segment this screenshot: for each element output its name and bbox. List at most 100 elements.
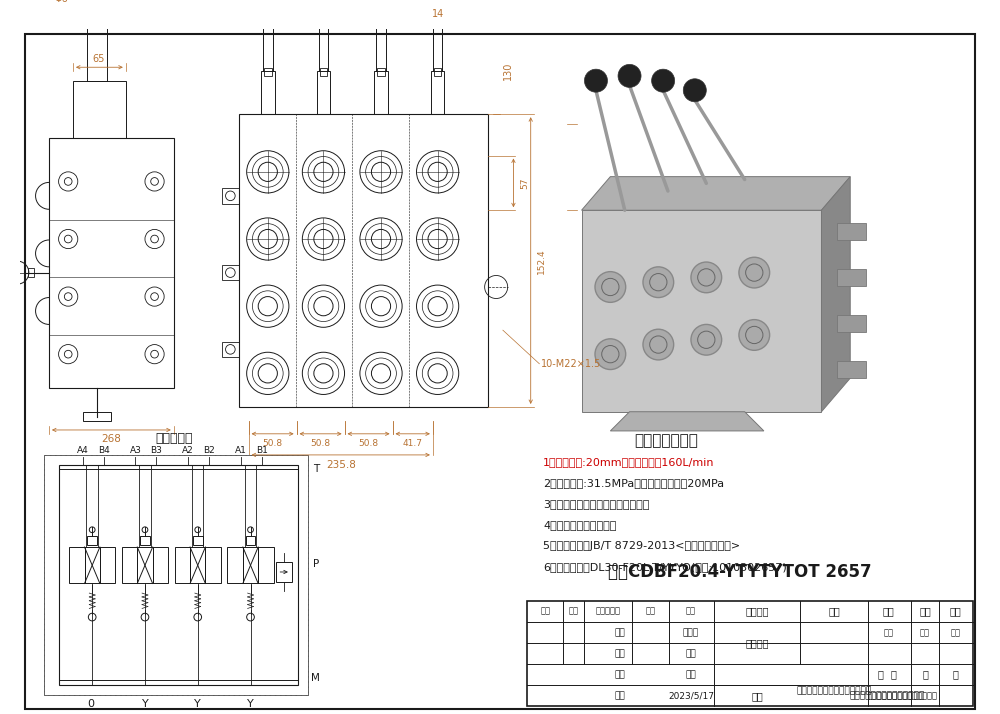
Text: 2、公称压力:31.5MPa。安全阀调定压力20MPa: 2、公称压力:31.5MPa。安全阀调定压力20MPa <box>543 478 724 488</box>
Bar <box>190 547 205 583</box>
Circle shape <box>584 69 607 92</box>
Text: 标准化: 标准化 <box>683 628 699 637</box>
Text: 工艺: 工艺 <box>615 691 625 700</box>
Bar <box>59 465 298 685</box>
Bar <box>87 28 107 81</box>
Text: 审定: 审定 <box>686 649 696 658</box>
Text: 重量: 重量 <box>920 628 930 637</box>
Text: 0: 0 <box>87 700 94 710</box>
Text: 标记: 标记 <box>540 607 550 616</box>
Text: 41.7: 41.7 <box>403 439 423 448</box>
Bar <box>44 455 308 695</box>
Bar <box>527 600 973 706</box>
Text: 14: 14 <box>432 9 444 19</box>
Text: 产品名称: 产品名称 <box>745 638 769 648</box>
Text: B2: B2 <box>203 446 215 455</box>
Text: 比例: 比例 <box>951 628 961 637</box>
Text: 青州博信华盛液压科技有限公司: 青州博信华盛液压科技有限公司 <box>849 691 924 700</box>
Text: Y: Y <box>142 700 148 710</box>
Text: 处数: 处数 <box>569 607 579 616</box>
Bar <box>28 268 34 278</box>
Text: 5、验收标准：JB/T 8729-2013<液压多路换向阀>: 5、验收标准：JB/T 8729-2013<液压多路换向阀> <box>543 541 740 551</box>
Text: T: T <box>313 464 319 474</box>
Bar <box>100 547 115 583</box>
Bar <box>69 547 85 583</box>
Text: 2023/5/17: 2023/5/17 <box>668 691 714 700</box>
Circle shape <box>691 262 722 293</box>
Text: A3: A3 <box>129 446 141 455</box>
Bar <box>434 69 441 76</box>
Bar <box>246 536 255 545</box>
Circle shape <box>652 69 675 92</box>
Circle shape <box>739 320 770 351</box>
Bar <box>243 547 258 583</box>
Text: 数量: 数量 <box>883 606 894 616</box>
Text: B3: B3 <box>151 446 162 455</box>
Bar <box>175 547 190 583</box>
Text: 页: 页 <box>890 670 896 680</box>
Bar <box>261 71 275 114</box>
Text: 性能参数及要求: 性能参数及要求 <box>634 433 698 448</box>
Text: 152.4: 152.4 <box>537 248 546 274</box>
Text: A2: A2 <box>182 446 194 455</box>
Text: B4: B4 <box>98 446 110 455</box>
Bar <box>137 547 153 583</box>
Text: A1: A1 <box>235 446 247 455</box>
Bar <box>264 69 272 76</box>
Circle shape <box>643 267 674 298</box>
Polygon shape <box>582 176 850 210</box>
Text: 系统原理图: 系统原理图 <box>155 432 192 445</box>
Text: 50.8: 50.8 <box>310 439 331 448</box>
Text: 盈峰CDBF20.4-YTYTYTOT 2657: 盈峰CDBF20.4-YTYTYTOT 2657 <box>608 563 872 581</box>
Bar <box>837 268 866 286</box>
Text: 数量: 数量 <box>884 628 894 637</box>
Bar <box>222 265 239 281</box>
Text: 页: 页 <box>953 670 959 680</box>
Text: 1、公称通径:20mm。公称流量：160L/min: 1、公称通径:20mm。公称流量：160L/min <box>543 457 715 467</box>
Circle shape <box>683 79 706 102</box>
Text: Y: Y <box>194 700 201 710</box>
Text: 共: 共 <box>878 670 884 680</box>
Text: B1: B1 <box>256 446 268 455</box>
Bar <box>276 563 292 582</box>
Text: 青州博信华盛液压科技有限公司: 青州博信华盛液压科技有限公司 <box>868 691 938 700</box>
Text: M: M <box>311 673 320 683</box>
Text: 4、非加工表面噴涂黑漆: 4、非加工表面噴涂黑漆 <box>543 520 617 530</box>
Bar <box>205 547 221 583</box>
Text: 57: 57 <box>520 178 529 189</box>
Text: 重量: 重量 <box>919 606 931 616</box>
Text: 比例: 比例 <box>950 606 962 616</box>
Text: 设计: 设计 <box>615 628 625 637</box>
Circle shape <box>643 329 674 360</box>
Bar <box>317 71 330 114</box>
Circle shape <box>739 257 770 288</box>
Bar <box>193 536 203 545</box>
Text: 青州博信华盛液压科技有限公司: 青州博信华盛液压科技有限公司 <box>796 686 872 695</box>
Circle shape <box>595 271 626 302</box>
Text: A4: A4 <box>77 446 88 455</box>
Text: Y: Y <box>247 700 254 710</box>
Bar <box>374 71 388 114</box>
Bar <box>222 188 239 203</box>
Bar <box>87 536 97 545</box>
Text: 更改文件号: 更改文件号 <box>596 607 621 616</box>
Text: 50.8: 50.8 <box>263 439 283 448</box>
Text: 第: 第 <box>922 670 928 680</box>
Text: 65: 65 <box>93 54 105 64</box>
Text: 268: 268 <box>101 433 121 443</box>
Text: 校对: 校对 <box>615 670 625 679</box>
Bar <box>837 223 866 240</box>
Text: 10-M22×1.5: 10-M22×1.5 <box>541 358 602 368</box>
Circle shape <box>691 324 722 355</box>
Text: 制图: 制图 <box>615 649 625 658</box>
Bar <box>122 547 137 583</box>
Circle shape <box>618 64 641 87</box>
Bar <box>239 114 488 407</box>
Polygon shape <box>610 412 764 431</box>
Bar <box>222 342 239 357</box>
Text: 产品名称: 产品名称 <box>745 606 769 616</box>
Text: 235.8: 235.8 <box>326 460 356 470</box>
Bar <box>837 315 866 332</box>
Text: 图号: 图号 <box>828 606 840 616</box>
Text: 130: 130 <box>503 62 513 80</box>
